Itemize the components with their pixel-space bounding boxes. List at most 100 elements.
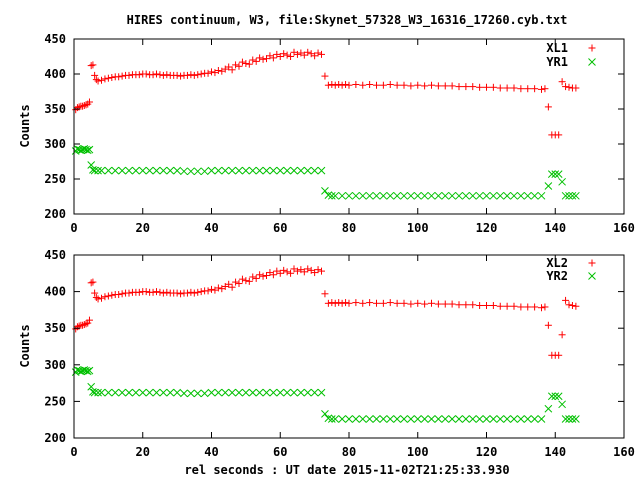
series-yr2	[71, 366, 580, 423]
data-point	[386, 81, 394, 88]
data-point	[503, 302, 511, 310]
data-point	[342, 81, 350, 88]
data-point	[87, 161, 96, 169]
data-point	[228, 283, 236, 291]
data-point	[125, 71, 133, 79]
data-point	[108, 291, 116, 299]
data-point	[262, 388, 271, 397]
data-point	[85, 316, 93, 324]
data-point	[104, 74, 112, 82]
data-point	[255, 388, 264, 397]
data-point	[132, 166, 140, 175]
data-point	[469, 301, 477, 309]
legend-label-yr2: YR2	[546, 269, 568, 283]
data-point	[145, 388, 154, 397]
data-point	[386, 299, 394, 307]
data-point	[531, 303, 539, 311]
data-point	[242, 166, 250, 175]
data-point	[510, 191, 518, 200]
x-tick-label: 120	[476, 445, 498, 459]
data-point	[572, 84, 580, 92]
data-point	[531, 85, 539, 93]
data-point	[441, 300, 449, 308]
y-tick-label: 300	[44, 137, 66, 151]
data-point	[159, 289, 167, 297]
data-point	[400, 415, 408, 423]
data-point	[572, 302, 580, 310]
data-point	[94, 388, 102, 397]
legend-marker-xl2	[588, 259, 596, 267]
data-point	[482, 415, 491, 423]
data-point	[252, 274, 260, 282]
data-point	[358, 191, 367, 200]
data-point	[180, 389, 188, 398]
data-point	[314, 266, 322, 274]
data-point	[331, 191, 340, 200]
data-point	[190, 289, 198, 297]
data-point	[551, 170, 560, 178]
x-axis-label: rel seconds : UT date 2015-11-02T21:25:3…	[184, 463, 509, 477]
data-point	[249, 56, 257, 64]
data-point	[235, 166, 243, 175]
data-point	[290, 388, 298, 397]
data-point	[269, 271, 277, 279]
data-point	[517, 415, 525, 423]
data-point	[303, 166, 312, 175]
y-tick-label: 400	[44, 285, 66, 299]
data-point	[104, 292, 112, 300]
data-point	[280, 266, 288, 274]
data-point	[125, 289, 133, 297]
y-tick-label: 200	[44, 431, 66, 445]
data-point	[400, 191, 408, 200]
data-point	[235, 280, 243, 288]
data-point	[297, 388, 305, 397]
data-point	[523, 191, 532, 200]
bottom-panel: 0 20 40 60 80 100 120 140 160200250300350400450 …	[18, 248, 635, 459]
x-tick-label: 60	[273, 221, 287, 235]
data-point	[118, 166, 126, 175]
data-point	[421, 300, 429, 308]
data-point	[262, 166, 271, 175]
data-point	[173, 388, 181, 397]
data-point	[97, 166, 106, 175]
data-point	[138, 166, 147, 175]
data-point	[283, 51, 291, 59]
data-point	[228, 66, 236, 74]
data-point	[572, 415, 580, 423]
data-point	[345, 191, 353, 200]
data-point	[159, 388, 168, 397]
data-point	[135, 71, 143, 79]
data-point	[558, 177, 566, 186]
data-point	[565, 83, 573, 91]
x-tick-label: 0	[70, 445, 77, 459]
data-point	[338, 81, 346, 89]
data-point	[280, 50, 288, 58]
data-point	[342, 299, 350, 307]
data-point	[503, 191, 511, 200]
bottom-panel-y-label: Counts	[18, 324, 32, 367]
x-tick-label: 40	[204, 221, 218, 235]
data-point	[538, 85, 545, 93]
data-point	[159, 71, 167, 79]
data-point	[269, 388, 278, 397]
data-point	[496, 191, 505, 200]
data-point	[125, 388, 133, 397]
data-point	[555, 351, 563, 359]
data-point	[568, 302, 576, 310]
bottom-panel-marks	[71, 265, 580, 423]
data-point	[565, 301, 573, 309]
data-point	[118, 290, 126, 298]
data-point	[297, 166, 305, 175]
data-point	[523, 415, 532, 423]
data-point	[321, 409, 329, 418]
data-point	[83, 367, 92, 376]
data-point	[82, 320, 90, 328]
data-point	[104, 166, 113, 175]
data-point	[276, 269, 284, 277]
data-point	[541, 303, 549, 311]
data-point	[80, 102, 88, 109]
y-tick-label: 400	[44, 67, 66, 81]
data-point	[228, 388, 236, 397]
data-point	[293, 267, 301, 275]
data-point	[90, 166, 99, 175]
